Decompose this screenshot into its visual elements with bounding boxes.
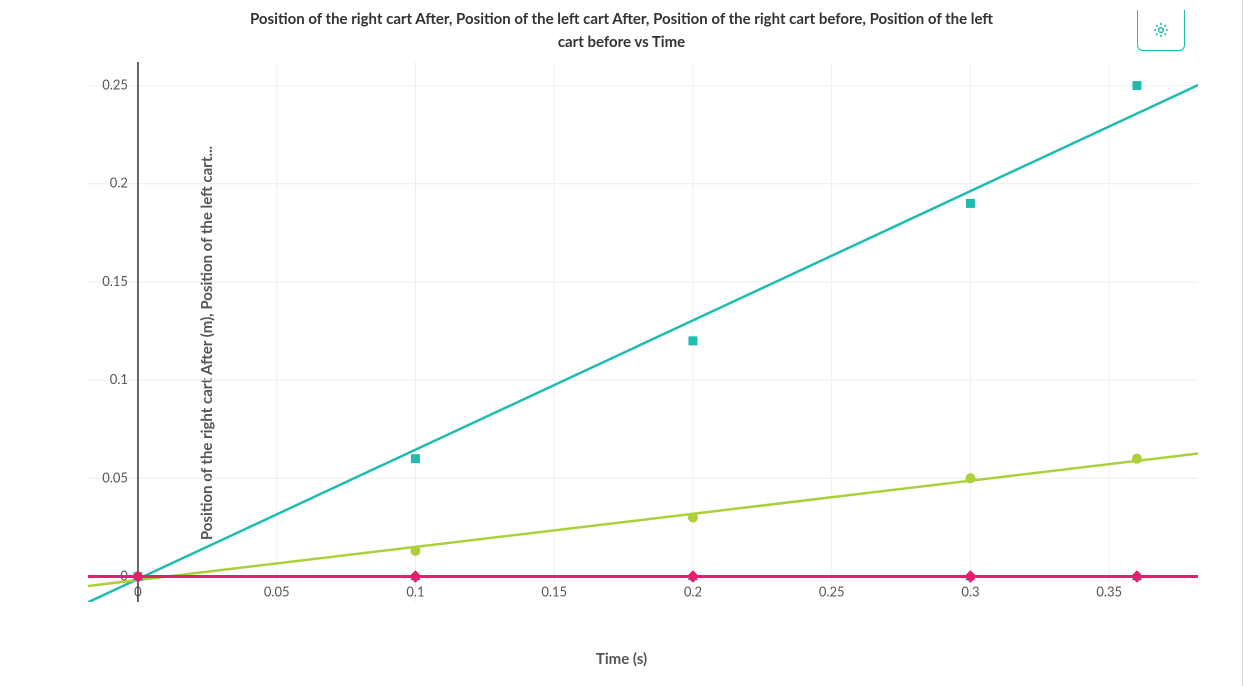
fit-line-right-cart-after bbox=[88, 85, 1198, 602]
y-tick-label: 0.15 bbox=[102, 273, 128, 289]
x-tick-label: 0.35 bbox=[1096, 583, 1122, 599]
chart-settings-button[interactable] bbox=[1137, 10, 1185, 51]
marker-left-cart-after bbox=[688, 513, 698, 523]
y-tick-label: 0.1 bbox=[110, 371, 128, 387]
chart-title-line-2: cart before vs Time bbox=[120, 31, 1123, 54]
marker-left-cart-before bbox=[409, 570, 422, 583]
chart-title-line-1: Position of the right cart After, Positi… bbox=[120, 8, 1123, 31]
x-tick-label: 0 bbox=[134, 583, 142, 599]
x-tick-label: 0.1 bbox=[406, 583, 424, 599]
marker-right-cart-after bbox=[966, 199, 975, 208]
fit-line-left-cart-after bbox=[88, 454, 1198, 586]
chart-container: Position of the right cart After, Positi… bbox=[0, 0, 1243, 686]
x-tick-label: 0.3 bbox=[961, 583, 979, 599]
x-tick-label: 0.25 bbox=[819, 583, 845, 599]
marker-left-cart-after bbox=[1132, 454, 1142, 464]
marker-left-cart-before bbox=[964, 570, 977, 583]
marker-right-cart-after bbox=[688, 336, 697, 345]
y-tick-label: 0.25 bbox=[102, 77, 128, 93]
y-tick-label: 0.2 bbox=[110, 175, 128, 191]
y-tick-label: 0.05 bbox=[102, 469, 128, 485]
marker-right-cart-after bbox=[411, 454, 420, 463]
gear-icon bbox=[1152, 21, 1170, 39]
chart-plot-area: 00.050.10.150.20.250.30.3500.050.10.150.… bbox=[88, 62, 1198, 602]
x-tick-label: 0.05 bbox=[264, 583, 290, 599]
x-tick-label: 0.2 bbox=[684, 583, 702, 599]
marker-left-cart-after bbox=[965, 473, 975, 483]
marker-left-cart-before bbox=[1131, 570, 1144, 583]
x-tick-label: 0.15 bbox=[541, 583, 567, 599]
x-axis-label: Time (s) bbox=[0, 650, 1243, 668]
marker-left-cart-before bbox=[687, 570, 700, 583]
marker-right-cart-after bbox=[1132, 81, 1141, 90]
chart-title: Position of the right cart After, Positi… bbox=[0, 8, 1243, 53]
marker-left-cart-after bbox=[410, 546, 420, 556]
